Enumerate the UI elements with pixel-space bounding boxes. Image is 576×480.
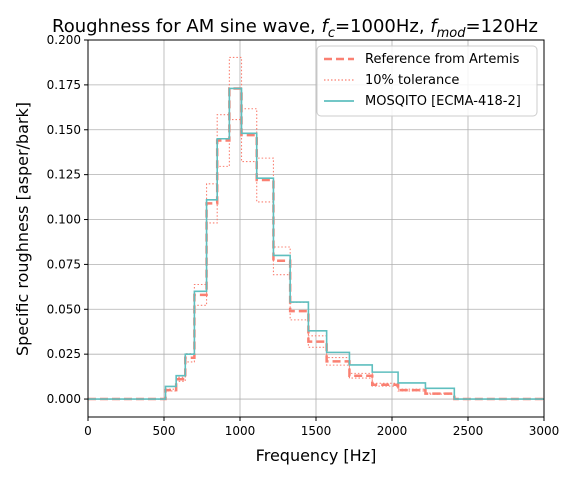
x-tick-label: 2000 <box>377 424 408 438</box>
chart-title: Roughness for AM sine wave, fc=1000Hz, f… <box>52 16 538 41</box>
legend-label-tolerance: 10% tolerance <box>365 73 459 88</box>
y-tick-label: 0.200 <box>47 33 81 47</box>
x-tick-label: 500 <box>153 424 176 438</box>
chart-title-fmod-subscript: mod <box>437 26 467 41</box>
x-tick-label: 1000 <box>225 424 256 438</box>
y-tick-label: 0.025 <box>47 347 81 361</box>
y-tick-label: 0.125 <box>47 168 81 182</box>
y-tick-label: 0.175 <box>47 78 81 92</box>
legend: Reference from Artemis 10% tolerance MOS… <box>316 45 538 117</box>
legend-frame <box>316 45 538 117</box>
x-tick-label: 3000 <box>529 424 560 438</box>
legend-label-reference: Reference from Artemis <box>365 52 520 67</box>
y-tick-label: 0.100 <box>47 213 81 227</box>
chart-title-fc-symbol: f <box>321 16 330 37</box>
y-tick-label: 0.050 <box>47 302 81 316</box>
series-tolerance-lower <box>88 118 544 400</box>
plot-area <box>88 56 544 401</box>
chart-title-fmod-value: =120Hz <box>466 16 538 37</box>
series-reference-artemis <box>88 87 544 401</box>
x-tick-label: 2500 <box>453 424 484 438</box>
x-axis-label: Frequency [Hz] <box>256 446 377 465</box>
chart-title-main: Roughness for AM sine wave, <box>52 16 321 37</box>
chart-title-fmod-symbol: f <box>430 16 439 37</box>
y-tick-label: 0.075 <box>47 257 81 271</box>
x-tick-label: 0 <box>84 424 92 438</box>
axis-ticks: 0 500 1000 1500 2000 2500 3000 0.000 0.025 0.050 0… <box>47 33 560 438</box>
x-tick-label: 1500 <box>301 424 332 438</box>
chart-title-fc-subscript: c <box>328 26 335 41</box>
y-axis-label: Specific roughness [asper/bark] <box>13 102 32 356</box>
legend-label-mosqito: MOSQITO [ECMA-418-2] <box>365 94 521 109</box>
chart-title-fc-value: =1000Hz, <box>335 16 430 37</box>
y-tick-label: 0.150 <box>47 123 81 137</box>
y-tick-label: 0.000 <box>47 392 81 406</box>
series-mosqito <box>88 87 544 400</box>
